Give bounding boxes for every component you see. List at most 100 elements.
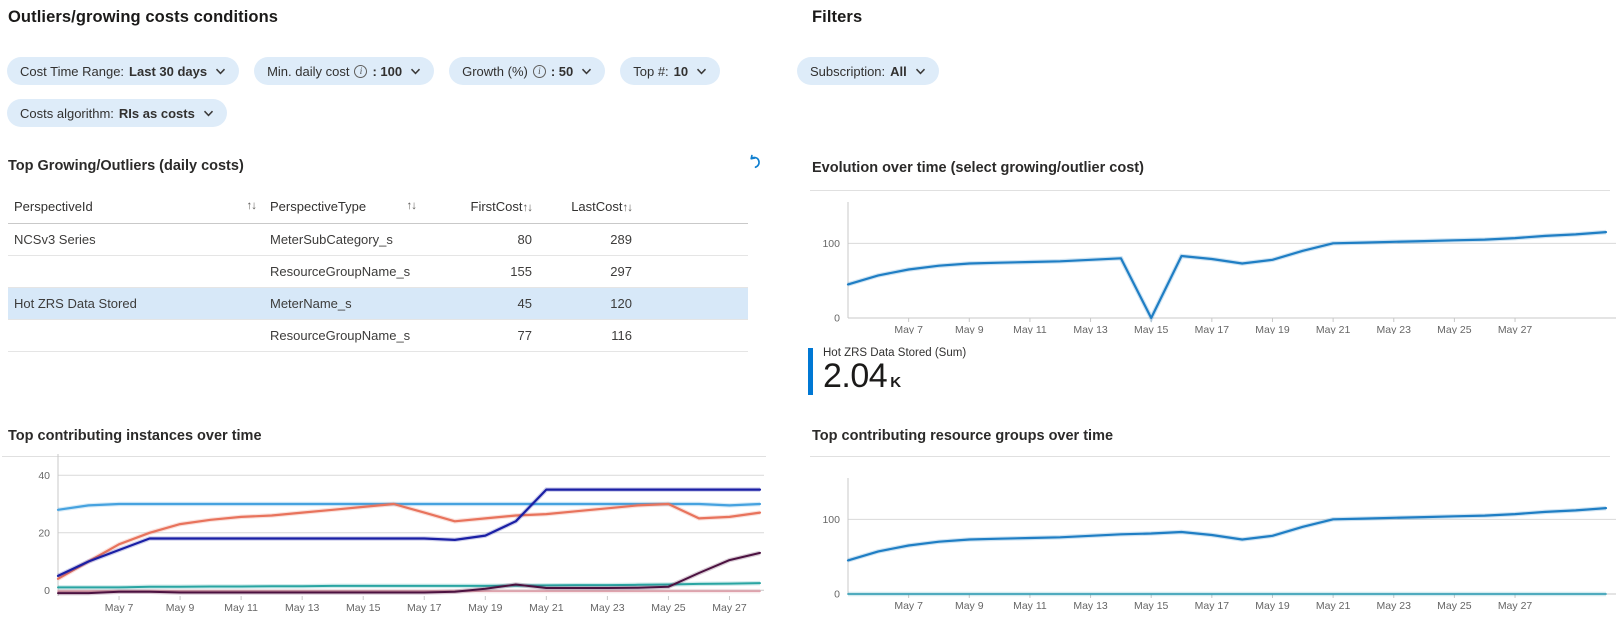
filter-pill[interactable]: Costs algorithm: RIs as costs bbox=[7, 99, 227, 127]
column-label: LastCost bbox=[571, 198, 623, 214]
svg-text:May 17: May 17 bbox=[1195, 324, 1230, 334]
cell-perspective-type: ResourceGroupName_s bbox=[270, 255, 430, 288]
pill-value: Last 30 days bbox=[129, 63, 208, 79]
table-row[interactable]: Hot ZRS Data Stored MeterName_s 45 120 bbox=[8, 287, 748, 320]
metric-label: Hot ZRS Data Stored (Sum) bbox=[823, 347, 967, 359]
cell-filler bbox=[640, 255, 748, 288]
column-header-perspective-type[interactable]: PerspectiveType ↑↓ bbox=[270, 190, 430, 224]
metric-tile: Hot ZRS Data Stored (Sum) 2.04 K bbox=[808, 347, 966, 395]
svg-text:May 11: May 11 bbox=[224, 602, 258, 614]
sort-icon: ↑↓ bbox=[406, 200, 417, 213]
svg-text:May 21: May 21 bbox=[1316, 600, 1351, 612]
table-row[interactable]: ResourceGroupName_s 77 116 bbox=[8, 319, 748, 352]
metric-bar bbox=[808, 348, 813, 395]
undo-icon bbox=[750, 154, 760, 169]
outliers-table-title: Top Growing/Outliers (daily costs) bbox=[8, 158, 244, 174]
cell-perspective-type: MeterSubCategory_s bbox=[270, 223, 430, 256]
evolution-svg: 0 100 May 7 May 9 May 11 May 13 May 15 May 17 Ma… bbox=[822, 202, 1616, 336]
pill-value: 10 bbox=[673, 63, 689, 79]
svg-text:May 15: May 15 bbox=[1134, 324, 1169, 334]
column-header-first-cost[interactable]: FirstCost↑↓ bbox=[430, 190, 540, 224]
filter-pill[interactable]: Subscription: All bbox=[797, 57, 939, 85]
svg-text:May 17: May 17 bbox=[407, 602, 442, 614]
pill-label: Costs algorithm: bbox=[20, 105, 114, 121]
svg-text:May 13: May 13 bbox=[285, 602, 320, 614]
conditions-heading: Outliers/growing costs conditions bbox=[8, 8, 279, 26]
svg-text:100: 100 bbox=[822, 238, 840, 250]
column-header-last-cost[interactable]: LastCost↑↓ bbox=[540, 190, 640, 224]
resource-groups-panel-title: Top contributing resource groups over ti… bbox=[812, 428, 1114, 444]
info-icon[interactable]: i bbox=[354, 64, 368, 78]
svg-text:May 21: May 21 bbox=[529, 602, 564, 614]
evolution-chart: 0 100 May 7 May 9 May 11 May 13 May 15 May 17 Ma… bbox=[790, 200, 1618, 336]
resource-groups-svg: 0 100 May 7 May 9 May 11 May 13 May 15 May 17 Ma… bbox=[822, 478, 1616, 612]
svg-text:May 19: May 19 bbox=[468, 602, 503, 614]
svg-text:May 15: May 15 bbox=[346, 602, 381, 614]
cell-filler bbox=[640, 223, 748, 256]
chevron-down-icon bbox=[915, 68, 925, 74]
svg-text:May 21: May 21 bbox=[1316, 324, 1351, 334]
svg-text:May 23: May 23 bbox=[590, 602, 625, 614]
svg-text:May 15: May 15 bbox=[1134, 600, 1169, 612]
cell-last-cost: 297 bbox=[540, 255, 640, 288]
svg-text:May 19: May 19 bbox=[1255, 324, 1290, 334]
svg-text:May 27: May 27 bbox=[712, 602, 747, 614]
evolution-panel-title: Evolution over time (select growing/outl… bbox=[812, 160, 1144, 176]
table-row[interactable]: NCSv3 Series MeterSubCategory_s 80 289 bbox=[8, 223, 748, 256]
table-header-row: PerspectiveId ↑↓ PerspectiveType ↑↓ FirstC… bbox=[8, 190, 748, 224]
filter-pill[interactable]: Growth (%) i: 50 bbox=[449, 57, 606, 85]
svg-text:0: 0 bbox=[834, 313, 840, 325]
column-label: FirstCost bbox=[470, 198, 523, 214]
chevron-down-icon bbox=[203, 110, 213, 116]
svg-text:0: 0 bbox=[44, 585, 50, 597]
sort-icon: ↑↓ bbox=[622, 201, 633, 214]
filter-pill[interactable]: Cost Time Range: Last 30 days bbox=[7, 57, 240, 85]
reset-selection-button[interactable] bbox=[744, 153, 766, 175]
cell-first-cost: 77 bbox=[430, 319, 540, 352]
pill-label: Top #: bbox=[633, 63, 669, 79]
divider bbox=[810, 456, 1610, 457]
cell-first-cost: 80 bbox=[430, 223, 540, 256]
metric-unit: K bbox=[890, 374, 902, 391]
cell-perspective-id: NCSv3 Series bbox=[8, 223, 270, 256]
svg-text:May 7: May 7 bbox=[105, 602, 134, 614]
pill-value: : 50 bbox=[550, 63, 574, 79]
svg-text:May 7: May 7 bbox=[894, 600, 923, 612]
cell-last-cost: 116 bbox=[540, 319, 640, 352]
divider bbox=[810, 190, 1610, 191]
filter-pill[interactable]: Min. daily cost i : 100 bbox=[254, 57, 435, 85]
pill-value: All bbox=[890, 63, 907, 79]
svg-text:May 23: May 23 bbox=[1377, 324, 1412, 334]
svg-text:40: 40 bbox=[38, 470, 50, 482]
cell-filler bbox=[640, 287, 748, 320]
svg-text:May 25: May 25 bbox=[651, 602, 686, 614]
info-icon[interactable]: i bbox=[532, 64, 546, 78]
sort-icon: ↑↓ bbox=[246, 200, 257, 213]
instances-svg: 0 20 40 May 7 May 9 May 11 May 13 May 15 May 17 M… bbox=[38, 454, 764, 614]
svg-text:May 7: May 7 bbox=[894, 324, 923, 334]
table-row[interactable]: ResourceGroupName_s 155 297 bbox=[8, 255, 748, 288]
pill-label: Cost Time Range: bbox=[20, 63, 125, 79]
svg-text:100: 100 bbox=[822, 514, 840, 526]
cell-perspective-id bbox=[8, 319, 270, 352]
pill-label: Min. daily cost bbox=[267, 63, 350, 79]
pill-value: : 100 bbox=[372, 63, 403, 79]
resource-groups-chart: 0 100 May 7 May 9 May 11 May 13 May 15 May 17 Ma… bbox=[790, 476, 1618, 622]
svg-text:May 13: May 13 bbox=[1073, 600, 1108, 612]
svg-text:May 13: May 13 bbox=[1073, 324, 1108, 334]
chevron-down-icon bbox=[216, 68, 226, 74]
filter-pill[interactable]: Top #: 10 bbox=[620, 57, 721, 85]
chevron-down-icon bbox=[411, 68, 421, 74]
conditions-pills-row-2: Costs algorithm: RIs as costs bbox=[7, 99, 227, 127]
svg-text:May 27: May 27 bbox=[1498, 600, 1533, 612]
cell-perspective-id: Hot ZRS Data Stored bbox=[8, 287, 270, 320]
pill-value: RIs as costs bbox=[118, 105, 195, 121]
cell-filler bbox=[640, 319, 748, 352]
outliers-table: PerspectiveId ↑↓ PerspectiveType ↑↓ FirstC… bbox=[8, 190, 748, 352]
instances-chart: 0 20 40 May 7 May 9 May 11 May 13 May 15 May 17 M… bbox=[0, 452, 766, 620]
pill-label: Subscription: bbox=[810, 63, 886, 79]
metric-value: 2.04 bbox=[823, 357, 888, 395]
svg-text:May 19: May 19 bbox=[1255, 600, 1290, 612]
column-header-perspective-id[interactable]: PerspectiveId ↑↓ bbox=[8, 190, 270, 224]
